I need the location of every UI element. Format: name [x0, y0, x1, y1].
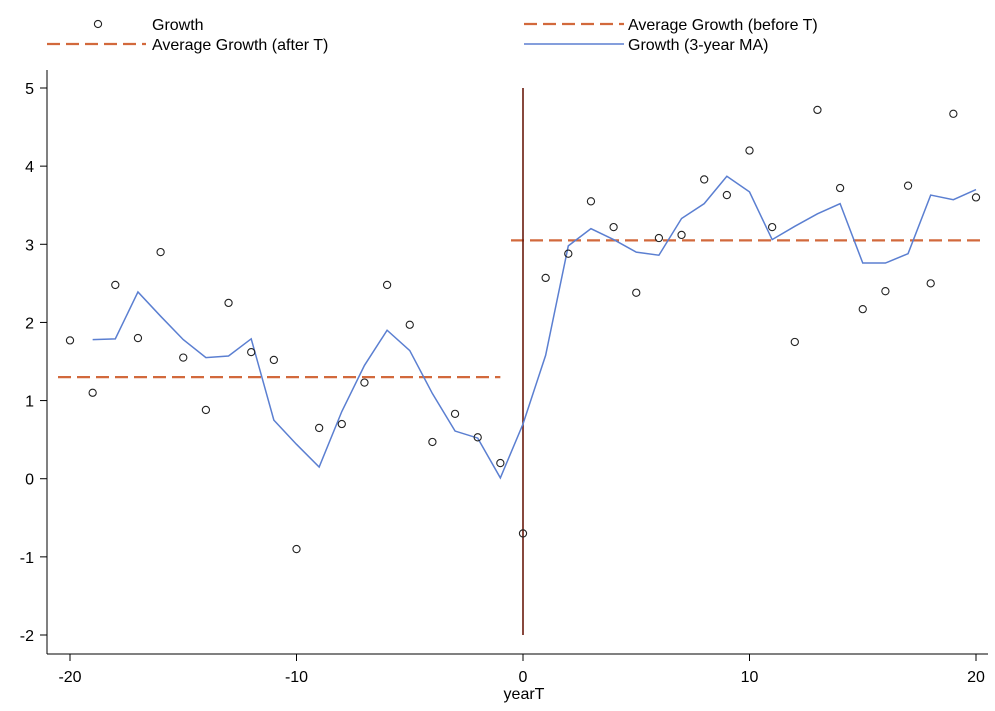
- growth-point: [949, 109, 958, 118]
- growth-points: [65, 105, 981, 554]
- y-axis-ticks: -2 -1 0 1 2 3 4 5: [20, 81, 47, 645]
- growth-point: [88, 388, 97, 397]
- growth-point: [156, 247, 165, 257]
- growth-point: [360, 378, 369, 387]
- growth-point: [586, 197, 596, 206]
- growth-point: [858, 304, 867, 314]
- growth-point: [133, 333, 143, 343]
- y-tick-label: 0: [25, 472, 34, 489]
- growth-point: [201, 405, 211, 415]
- growth-point: [314, 423, 324, 433]
- growth-point: [835, 183, 845, 193]
- y-tick-label: -1: [20, 550, 34, 567]
- growth-point: [971, 193, 981, 202]
- x-tick-label: -10: [285, 669, 308, 686]
- legend-ma-label: Growth (3-year MA): [628, 37, 768, 54]
- average-lines: [58, 239, 982, 379]
- growth-point: [65, 336, 75, 345]
- growth-point: [405, 320, 414, 329]
- legend-growth-label: Growth: [152, 17, 204, 34]
- y-tick-label: 5: [25, 81, 34, 98]
- legend-growth-marker: [93, 19, 103, 29]
- x-tick-label: 10: [741, 669, 759, 686]
- y-tick-label: 2: [25, 315, 34, 332]
- growth-point: [518, 529, 528, 538]
- x-tick-label: 20: [967, 669, 985, 686]
- growth-point: [428, 437, 437, 447]
- growth-point: [292, 544, 301, 554]
- y-tick-label: 3: [25, 237, 34, 254]
- legend-avg-before-label: Average Growth (before T): [628, 17, 818, 34]
- growth-point: [564, 249, 573, 258]
- y-tick-label: -2: [20, 628, 34, 645]
- legend-avg-after-label: Average Growth (after T): [152, 37, 328, 54]
- growth-point: [745, 146, 754, 155]
- growth-point: [224, 298, 233, 308]
- x-axis-ticks: -20 -10 0 10 20: [58, 654, 985, 686]
- growth-point: [269, 355, 278, 365]
- growth-point: [700, 175, 709, 184]
- growth-point: [654, 233, 664, 243]
- x-tick-label: -20: [58, 669, 81, 686]
- growth-point: [337, 419, 346, 429]
- growth-point: [450, 409, 460, 419]
- growth-point: [382, 280, 392, 290]
- growth-point: [722, 190, 731, 200]
- growth-point: [496, 458, 505, 468]
- growth-point: [541, 273, 550, 283]
- growth-point: [609, 222, 618, 232]
- x-tick-label: 0: [519, 669, 528, 686]
- growth-point: [111, 280, 120, 290]
- growth-point: [903, 181, 913, 190]
- x-axis-label: yearT: [504, 686, 545, 703]
- legend: Growth Average Growth (after T) Average …: [47, 17, 818, 54]
- growth-point: [473, 433, 482, 442]
- growth-point: [926, 279, 935, 288]
- growth-point: [632, 288, 641, 297]
- growth-point: [247, 347, 256, 357]
- growth-point: [768, 222, 777, 232]
- growth-point: [677, 230, 686, 240]
- plot-area: [58, 88, 982, 635]
- y-tick-label: 1: [25, 394, 34, 411]
- y-tick-label: 4: [25, 159, 34, 176]
- growth-point: [179, 353, 188, 362]
- moving-average-line: [92, 175, 977, 480]
- growth-point: [881, 287, 890, 296]
- growth-point: [813, 105, 822, 115]
- growth-point: [790, 337, 799, 347]
